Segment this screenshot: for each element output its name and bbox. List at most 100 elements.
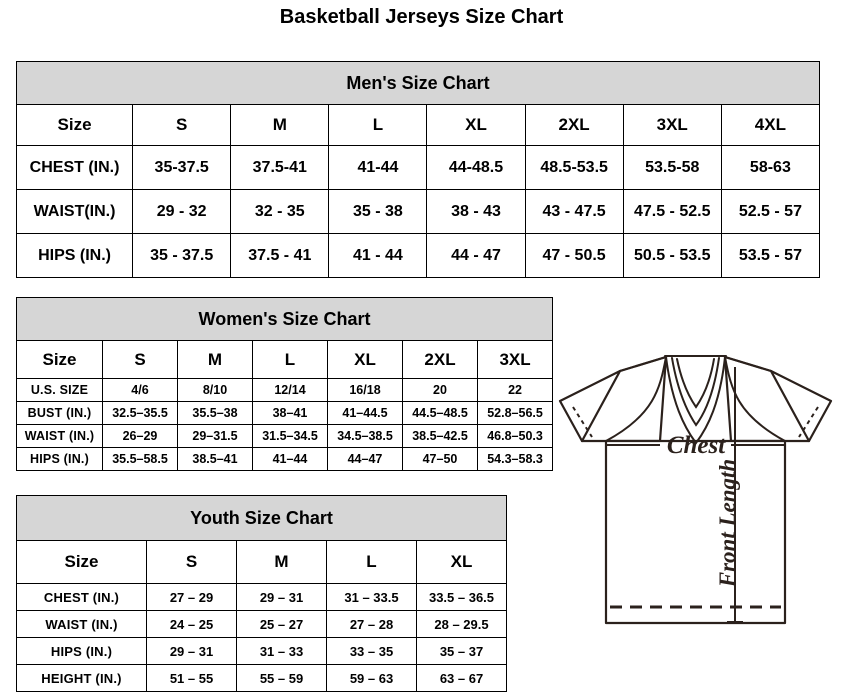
table-cell: 38.5–41 <box>177 447 253 471</box>
front-length-label: Front Length <box>715 459 740 588</box>
mens-banner-title: Men's Size Chart <box>16 61 820 105</box>
mens-header-4xl: 4XL <box>720 104 821 146</box>
table-cell: 28 – 29.5 <box>415 610 508 638</box>
youth-banner-row: Youth Size Chart <box>15 495 508 541</box>
table-cell: 53.5 - 57 <box>720 233 821 278</box>
table-cell: 53.5-58 <box>622 145 722 190</box>
table-cell: 38.5–42.5 <box>402 424 478 448</box>
table-cell: 52.5 - 57 <box>720 189 821 234</box>
right-sleeve-seam-dash <box>798 406 819 438</box>
youth-row-label-waist: WAIST (IN.) <box>16 610 147 638</box>
table-cell: 35-37.5 <box>132 145 232 190</box>
womens-row-label-hips: HIPS (IN.) <box>16 447 103 471</box>
womens-header-l: L <box>252 340 328 379</box>
left-shoulder-line <box>619 356 667 372</box>
womens-row-label-us-size: U.S. SIZE <box>16 378 103 402</box>
table-cell: 63 – 67 <box>415 664 508 692</box>
mens-header-row: Size S M L XL 2XL 3XL 4XL <box>15 104 821 146</box>
youth-banner-title: Youth Size Chart <box>15 495 508 541</box>
left-sleeve-seam-dash <box>572 406 593 438</box>
table-row: HIPS (IN.) 35.5–58.5 38.5–41 41–44 44–47… <box>16 447 554 471</box>
table-row: WAIST (IN.) 24 – 25 25 – 27 27 – 28 28 –… <box>16 610 508 638</box>
mens-row-label-waist: WAIST(IN.) <box>15 189 134 234</box>
right-shoulder-line <box>724 356 772 372</box>
womens-header-s: S <box>102 340 178 379</box>
vneck-middle <box>671 357 720 427</box>
table-cell: 16/18 <box>327 378 403 402</box>
table-cell: 24 – 25 <box>146 610 237 638</box>
table-cell: 58-63 <box>720 145 821 190</box>
mens-header-xl: XL <box>426 104 526 146</box>
table-cell: 43 - 47.5 <box>524 189 624 234</box>
womens-header-3xl: 3XL <box>476 340 554 379</box>
table-row: CHEST (IN.) 27 – 29 29 – 31 31 – 33.5 33… <box>16 583 508 611</box>
table-cell: 47 - 50.5 <box>524 233 624 278</box>
youth-row-label-hips: HIPS (IN.) <box>16 637 147 665</box>
table-cell: 26–29 <box>102 424 178 448</box>
table-cell: 41–44 <box>252 447 328 471</box>
jersey-measurement-diagram: Chest Front Length <box>548 345 843 675</box>
youth-header-size: Size <box>16 540 147 584</box>
mens-header-l: L <box>328 104 428 146</box>
youth-header-l: L <box>326 540 417 584</box>
table-cell: 29–31.5 <box>177 424 253 448</box>
youth-header-row: Size S M L XL <box>16 540 508 584</box>
table-cell: 34.5–38.5 <box>327 424 403 448</box>
table-cell: 38 - 43 <box>426 189 526 234</box>
table-cell: 31 – 33.5 <box>326 583 417 611</box>
table-row: U.S. SIZE 4/6 8/10 12/14 16/18 20 22 <box>16 378 554 402</box>
table-cell: 35.5–38 <box>177 401 253 425</box>
table-cell: 54.3–58.3 <box>476 447 554 471</box>
table-cell: 4/6 <box>102 378 178 402</box>
mens-header-m: M <box>230 104 330 146</box>
table-row: CHEST (IN.) 35-37.5 37.5-41 41-44 44-48.… <box>15 145 821 190</box>
womens-header-size: Size <box>16 340 103 379</box>
table-cell: 35.5–58.5 <box>102 447 178 471</box>
table-cell: 22 <box>476 378 554 402</box>
mens-row-label-chest: CHEST (IN.) <box>15 145 134 190</box>
womens-banner-title: Women's Size Chart <box>15 297 554 341</box>
table-cell: 44-48.5 <box>426 145 526 190</box>
table-cell: 47–50 <box>402 447 478 471</box>
table-cell: 29 – 31 <box>236 583 327 611</box>
table-cell: 55 – 59 <box>236 664 327 692</box>
right-armhole-curve <box>724 356 786 442</box>
table-cell: 41–44.5 <box>327 401 403 425</box>
table-cell: 52.8–56.5 <box>476 401 554 425</box>
table-cell: 25 – 27 <box>236 610 327 638</box>
table-row: WAIST (IN.) 26–29 29–31.5 31.5–34.5 34.5… <box>16 424 554 448</box>
table-cell: 12/14 <box>252 378 328 402</box>
table-cell: 32 - 35 <box>230 189 330 234</box>
mens-header-size: Size <box>15 104 134 146</box>
table-cell: 51 – 55 <box>146 664 237 692</box>
youth-header-s: S <box>146 540 237 584</box>
table-cell: 44.5–48.5 <box>402 401 478 425</box>
table-cell: 50.5 - 53.5 <box>622 233 722 278</box>
table-cell: 35 – 37 <box>415 637 508 665</box>
vneck-outer <box>665 356 726 445</box>
table-cell: 37.5 - 41 <box>230 233 330 278</box>
youth-row-label-chest: CHEST (IN.) <box>16 583 147 611</box>
page-title: Basketball Jerseys Size Chart <box>279 6 564 28</box>
table-row: BUST (IN.) 32.5–35.5 35.5–38 38–41 41–44… <box>16 401 554 425</box>
table-cell: 29 - 32 <box>132 189 232 234</box>
table-cell: 31.5–34.5 <box>252 424 328 448</box>
left-armhole-curve <box>605 356 667 442</box>
table-cell: 59 – 63 <box>326 664 417 692</box>
youth-header-xl: XL <box>415 540 508 584</box>
table-cell: 27 – 29 <box>146 583 237 611</box>
table-cell: 35 - 37.5 <box>132 233 232 278</box>
mens-size-table: Men's Size Chart Size S M L XL 2XL 3XL 4… <box>15 61 821 278</box>
mens-header-3xl: 3XL <box>622 104 722 146</box>
mens-header-2xl: 2XL <box>524 104 624 146</box>
table-row: WAIST(IN.) 29 - 32 32 - 35 35 - 38 38 - … <box>15 189 821 234</box>
table-cell: 29 – 31 <box>146 637 237 665</box>
table-cell: 37.5-41 <box>230 145 330 190</box>
table-cell: 47.5 - 52.5 <box>622 189 722 234</box>
womens-header-xl: XL <box>327 340 403 379</box>
table-row: HIPS (IN.) 29 – 31 31 – 33 33 – 35 35 – … <box>16 637 508 665</box>
shirt-torso <box>604 439 787 625</box>
table-cell: 48.5-53.5 <box>524 145 624 190</box>
womens-row-label-bust: BUST (IN.) <box>16 401 103 425</box>
table-cell: 8/10 <box>177 378 253 402</box>
